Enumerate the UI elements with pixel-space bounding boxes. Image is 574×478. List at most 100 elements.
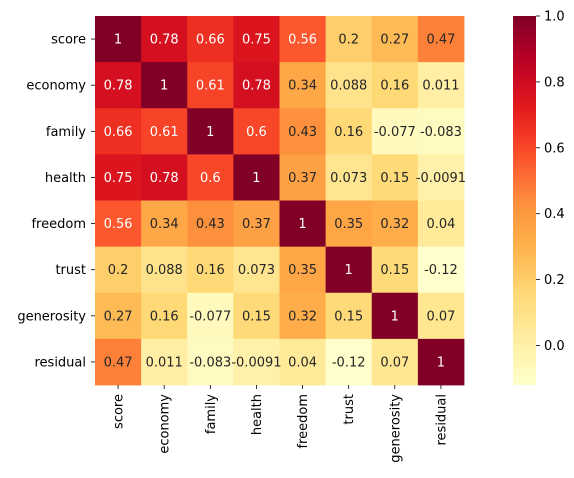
heatmap-cell-family-freedom: [279, 108, 327, 155]
heatmap-cell-health-economy: [141, 154, 188, 201]
cell-annotation-residual-generosity: 0.07: [380, 355, 409, 370]
cell-annotation-generosity-freedom: 0.32: [288, 309, 317, 324]
cell-annotation-economy-score: 0.78: [104, 79, 133, 94]
cell-annotation-health-family: 0.6: [200, 171, 221, 186]
heatmap-annotations: 1 0.78 0.66 0.75 0.56 0.2 0.27 0.470.78 1 0.61 0.7…: [104, 33, 466, 371]
colorbar-tick-label-5: 1.0: [544, 10, 565, 25]
heatmap-cell-score-residual: [417, 16, 465, 63]
heatmap-cell-trust-score: [95, 246, 142, 294]
heatmap-cell-score-health: [233, 16, 280, 63]
heatmap-cell-residual-residual: [417, 338, 465, 386]
colorbar: 0.0 0.2 0.4 0.6 0.8 1.0: [513, 10, 565, 385]
heatmap-cell-generosity-freedom: [279, 292, 327, 340]
heatmap-cell-trust-residual: [417, 246, 465, 294]
colorbar-tick-label-3: 0.6: [544, 141, 565, 156]
y-tick-label-health: health: [45, 171, 86, 186]
heatmap-cell-economy-residual: [417, 62, 465, 109]
heatmap-cell-economy-generosity: [371, 62, 419, 109]
heatmap-cell-trust-trust: [325, 246, 373, 294]
heatmap-cell-generosity-score: [95, 292, 142, 340]
cell-annotation-health-generosity: 0.15: [380, 171, 409, 186]
cell-annotation-economy-trust: 0.088: [330, 79, 367, 94]
cell-annotation-residual-family: -0.083: [189, 355, 231, 370]
cell-annotation-economy-residual: 0.011: [422, 79, 459, 94]
heatmap-cell-health-generosity: [371, 154, 419, 201]
heatmap-cell-residual-economy: [141, 338, 188, 386]
heatmap-cell-freedom-residual: [417, 200, 465, 248]
cell-annotation-economy-health: 0.78: [242, 79, 271, 94]
heatmap-cell-family-generosity: [371, 108, 419, 155]
cell-annotation-economy-generosity: 0.16: [380, 79, 409, 94]
heatmap-cell-freedom-health: [233, 200, 280, 248]
heatmap-cell-family-score: [95, 108, 142, 155]
cell-annotation-trust-economy: 0.088: [146, 263, 183, 278]
x-tick-label-freedom: freedom: [296, 394, 311, 449]
cell-annotation-freedom-residual: 0.04: [426, 217, 455, 232]
heatmap-cell-residual-family: [187, 338, 234, 386]
heatmap-cell-freedom-freedom: [279, 200, 327, 248]
cell-annotation-family-freedom: 0.43: [288, 125, 317, 140]
heatmap-cell-score-trust: [325, 16, 373, 63]
colorbar-gradient: [513, 16, 536, 385]
heatmap-cell-family-residual: [417, 108, 465, 155]
heatmap-cell-score-generosity: [371, 16, 419, 63]
cell-annotation-family-residual: -0.083: [420, 125, 462, 140]
cell-annotation-generosity-health: 0.15: [242, 309, 271, 324]
heatmap-cell-economy-family: [187, 62, 234, 109]
cell-annotation-trust-freedom: 0.35: [288, 263, 317, 278]
cell-annotation-score-generosity: 0.27: [380, 33, 409, 48]
heatmap-cell-health-residual: [417, 154, 465, 201]
heatmap-cell-generosity-residual: [417, 292, 465, 340]
y-tick-label-score: score: [51, 33, 86, 48]
y-tick-label-residual: residual: [34, 355, 86, 370]
x-tick-label-economy: economy: [158, 394, 173, 454]
heatmap-cell-trust-freedom: [279, 246, 327, 294]
cell-annotation-family-health: 0.6: [246, 125, 267, 140]
cell-annotation-score-health: 0.75: [242, 33, 271, 48]
heatmap-cell-generosity-trust: [325, 292, 373, 340]
heatmap-cell-generosity-economy: [141, 292, 188, 340]
cell-annotation-family-generosity: -0.077: [374, 125, 416, 140]
colorbar-tick-label-4: 0.8: [544, 75, 565, 90]
heatmap-cell-freedom-score: [95, 200, 142, 248]
cell-annotation-freedom-health: 0.37: [242, 217, 271, 232]
cell-annotation-generosity-family: -0.077: [189, 309, 231, 324]
heatmap-cell-economy-freedom: [279, 62, 327, 109]
cell-annotation-trust-score: 0.2: [108, 263, 129, 278]
heatmap-cell-freedom-family: [187, 200, 234, 248]
cell-annotation-health-score: 0.75: [104, 171, 133, 186]
x-tick-label-generosity: generosity: [388, 394, 403, 463]
cell-annotation-freedom-generosity: 0.32: [380, 217, 409, 232]
y-tick-label-family: family: [46, 125, 86, 140]
cell-annotation-generosity-trust: 0.15: [334, 309, 363, 324]
heatmap-cell-generosity-family: [187, 292, 234, 340]
heatmap-cell-score-score: [95, 16, 142, 63]
heatmap-cell-trust-family: [187, 246, 234, 294]
heatmap-cell-score-family: [187, 16, 234, 63]
y-tick-labels: score economy family health freedom trust gene…: [17, 33, 95, 370]
cell-annotation-economy-freedom: 0.34: [288, 79, 317, 94]
cell-annotation-trust-health: 0.073: [238, 263, 275, 278]
heatmap-cell-economy-score: [95, 62, 142, 109]
y-tick-label-economy: economy: [26, 79, 86, 94]
cell-annotation-health-trust: 0.073: [330, 171, 367, 186]
heatmap-cell-economy-trust: [325, 62, 373, 109]
heatmap-cell-family-trust: [325, 108, 373, 155]
cell-annotation-trust-residual: -0.12: [424, 263, 458, 278]
heatmap-cell-family-health: [233, 108, 280, 155]
cell-annotation-health-economy: 0.78: [150, 171, 179, 186]
heatmap-cell-residual-trust: [325, 338, 373, 386]
cell-annotation-score-residual: 0.47: [426, 33, 455, 48]
cell-annotation-health-health: 1: [252, 171, 260, 186]
cell-annotation-trust-family: 0.16: [196, 263, 225, 278]
cell-annotation-generosity-generosity: 1: [391, 309, 399, 324]
heatmap-cell-family-family: [187, 108, 234, 155]
cell-annotation-freedom-family: 0.43: [196, 217, 225, 232]
cell-annotation-generosity-economy: 0.16: [150, 309, 179, 324]
cell-annotation-residual-score: 0.47: [104, 355, 133, 370]
cell-annotation-freedom-score: 0.56: [104, 217, 133, 232]
colorbar-tick-label-0: 0.0: [544, 339, 565, 354]
cell-annotation-family-trust: 0.16: [334, 125, 363, 140]
heatmap-cell-health-family: [187, 154, 234, 201]
